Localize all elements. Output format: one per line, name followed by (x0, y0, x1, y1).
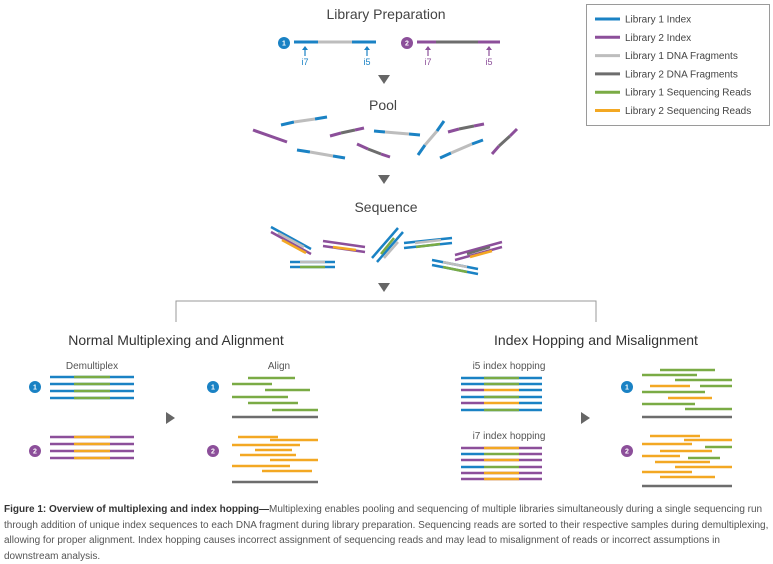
legend-item-lib2-fragment: Library 2 DNA Fragments (595, 69, 738, 80)
legend-label: Library 2 DNA Fragments (625, 69, 738, 80)
library-2-badge-label: 2 (33, 449, 37, 456)
sequence-title: Sequence (354, 199, 417, 215)
pool-fragment (416, 120, 446, 156)
i5-arrowhead-1 (364, 46, 370, 50)
i5-label-2: i5 (485, 57, 492, 67)
library-2-badge (207, 445, 219, 457)
sequenced-fragment (270, 225, 312, 256)
multiplexing-diagram: Library Preparation Pool Sequence 1 i7 i… (29, 4, 770, 488)
library-1-badge (29, 381, 41, 393)
sequenced-fragment (371, 227, 404, 263)
pool-fragment (329, 126, 365, 138)
library-2-badge-label: 2 (405, 41, 409, 48)
library-2-badge (621, 445, 633, 457)
sequenced-fragments (270, 225, 503, 276)
i7-hopping-stack (461, 446, 542, 481)
legend-item-lib2-index: Library 2 Index (595, 33, 691, 44)
legend-label: Library 1 DNA Fragments (625, 51, 738, 62)
flow-arrow-pool-to-sequence (378, 175, 390, 184)
caption-body: Multiplexing enables pooling and sequenc… (4, 504, 769, 562)
figure-caption: Figure 1: Overview of multiplexing and i… (4, 502, 770, 564)
legend: Library 1 Index Library 2 Index Library 1 … (586, 4, 770, 126)
flow-arrow-prep-to-pool (378, 75, 390, 84)
pool-fragment (439, 138, 484, 160)
library-1-badge-label: 1 (625, 385, 629, 392)
i7-arrowhead-2 (425, 46, 431, 50)
demultiplex-library-1-stack (50, 375, 134, 400)
i5-index-hopping-label: i5 index hopping (473, 361, 546, 372)
sequenced-fragment (403, 236, 453, 250)
library-2-construct: 2 i7 i5 (401, 37, 500, 67)
sequenced-fragment (290, 260, 335, 269)
align-library-1-stack (232, 376, 318, 419)
library-2-badge-label: 2 (625, 449, 629, 456)
library-1-construct: 1 i7 i5 (278, 37, 376, 67)
library-2-badge (29, 445, 41, 457)
library-1-badge (207, 381, 219, 393)
align-label: Align (268, 361, 290, 372)
library-1-badge (278, 37, 290, 49)
pool-fragment (373, 129, 421, 137)
legend-box (586, 4, 770, 126)
library-1-badge-label: 1 (211, 385, 215, 392)
library-1-badge (621, 381, 633, 393)
i5-label-1: i5 (363, 57, 370, 67)
pool-fragment (490, 127, 519, 155)
i7-arrowhead-1 (302, 46, 308, 50)
demultiplex-label: Demultiplex (66, 361, 118, 372)
flow-arrow-sequence-to-analysis (378, 283, 390, 292)
library-1-badge-label: 1 (282, 41, 286, 48)
index-hopping-title: Index Hopping and Misalignment (494, 332, 698, 348)
legend-label: Library 2 Sequencing Reads (625, 106, 751, 117)
i7-label-2: i7 (424, 57, 431, 67)
pool-fragment (447, 122, 485, 134)
sequenced-fragment (322, 239, 366, 254)
align-library-2-stack (232, 435, 318, 484)
legend-label: Library 1 Index (625, 15, 691, 26)
normal-multiplexing-title: Normal Multiplexing and Alignment (68, 332, 284, 348)
pool-fragments (252, 115, 519, 160)
i7-label-1: i7 (301, 57, 308, 67)
legend-item-lib2-reads: Library 2 Sequencing Reads (595, 106, 751, 117)
library-2-badge-label: 2 (211, 449, 215, 456)
library-2-badge (401, 37, 413, 49)
caption-lead: Figure 1: Overview of multiplexing and i… (4, 504, 270, 515)
flow-arrow-hopping-to-misalign (581, 412, 590, 424)
pool-title: Pool (369, 97, 397, 113)
i7-index-hopping-label: i7 index hopping (473, 431, 546, 442)
sequenced-fragment (454, 240, 503, 262)
legend-label: Library 1 Sequencing Reads (625, 88, 751, 99)
legend-item-lib1-fragment: Library 1 DNA Fragments (595, 51, 738, 62)
demultiplex-library-2-stack (50, 435, 134, 460)
i5-hopping-stack (461, 376, 542, 412)
analysis-bracket (175, 300, 597, 322)
sequenced-fragment (431, 258, 479, 276)
legend-label: Library 2 Index (625, 33, 691, 44)
library-1-badge-label: 1 (33, 385, 37, 392)
misalign-library-2-stack (642, 434, 732, 488)
misalign-library-1-stack (642, 368, 732, 419)
library-preparation-title: Library Preparation (326, 6, 445, 22)
pool-fragment (296, 148, 346, 160)
i5-arrowhead-2 (486, 46, 492, 50)
flow-arrow-demux-to-align (166, 412, 175, 424)
pool-fragment (356, 142, 391, 159)
legend-item-lib1-index: Library 1 Index (595, 15, 691, 26)
pool-fragment (280, 115, 328, 127)
section-badges: 1 2 1 2 1 2 (29, 381, 633, 457)
pool-fragment (252, 128, 288, 144)
legend-item-lib1-reads: Library 1 Sequencing Reads (595, 88, 751, 99)
